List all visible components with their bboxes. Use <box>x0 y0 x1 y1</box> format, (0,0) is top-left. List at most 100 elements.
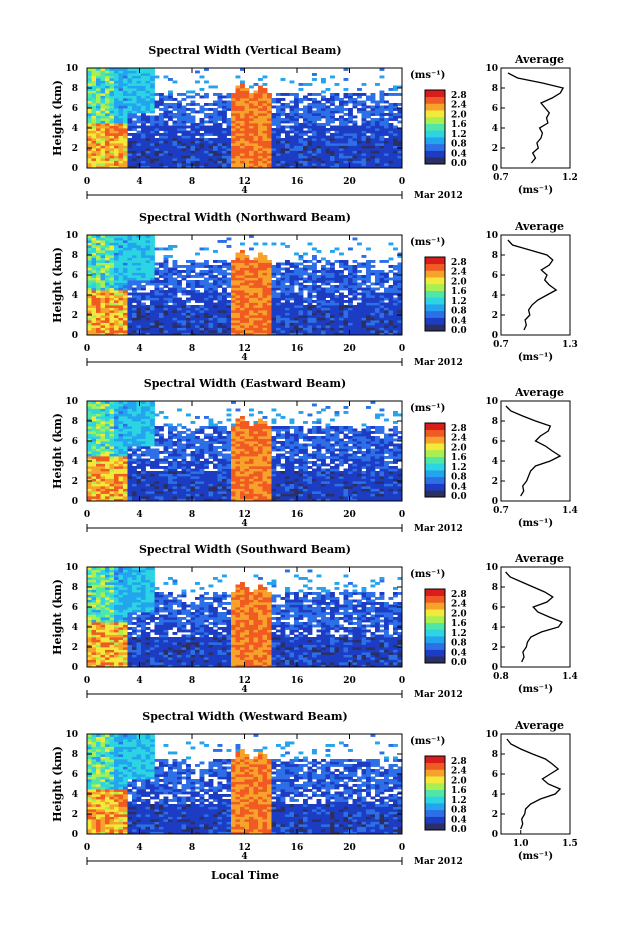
heatmap-cell <box>145 267 151 271</box>
heatmap-cell <box>96 68 101 71</box>
heatmap-cell <box>204 143 209 146</box>
heatmap-cell <box>177 305 182 308</box>
heatmap-cell <box>276 295 281 298</box>
heatmap-cell <box>87 287 92 291</box>
heatmap-cell <box>132 135 137 139</box>
heatmap-cell <box>235 275 241 278</box>
heatmap-cell <box>397 113 403 116</box>
heatmap-cell <box>249 310 254 313</box>
heatmap-cell <box>258 325 263 328</box>
heatmap-cell <box>357 315 362 318</box>
heatmap-cell <box>204 290 209 293</box>
heatmap-cell <box>87 451 92 454</box>
heatmap-cell <box>118 98 124 101</box>
heatmap-cell <box>280 150 286 154</box>
heatmap-cell <box>87 140 92 144</box>
heatmap-cell <box>267 275 272 278</box>
heatmap-cell <box>91 235 97 238</box>
heatmap-cell <box>249 327 254 331</box>
heatmap-cell <box>91 118 97 121</box>
heatmap-cell <box>109 317 115 321</box>
heatmap-cell <box>118 237 124 241</box>
heatmap-cell <box>235 148 241 151</box>
heatmap-cell <box>87 290 92 293</box>
heatmap-cell <box>280 290 286 293</box>
heatmap-cell <box>118 423 124 427</box>
heatmap-cell <box>177 272 182 276</box>
heatmap-cell <box>91 406 97 409</box>
heatmap-cell <box>109 98 115 101</box>
heatmap-cell <box>393 148 398 151</box>
heatmap-cell <box>123 98 128 101</box>
heatmap-cell <box>172 160 178 164</box>
heatmap-cell <box>100 93 106 96</box>
heatmap-cell <box>105 70 110 74</box>
heatmap-cell <box>195 128 200 131</box>
heatmap-cell <box>334 145 340 149</box>
heatmap-cell <box>159 138 164 141</box>
heatmap-cell <box>388 165 394 169</box>
heatmap-cell <box>141 431 146 434</box>
heatmap-cell <box>222 148 227 151</box>
heatmap-cell <box>226 150 232 154</box>
heatmap-cell <box>87 478 92 482</box>
colorbar-tick-label: 0.4 <box>451 149 467 159</box>
heatmap-cell <box>253 257 259 261</box>
heatmap-cell <box>190 327 196 331</box>
heatmap-cell <box>114 250 119 253</box>
heatmap-cell <box>330 270 335 273</box>
heatmap-cell <box>384 332 389 336</box>
heatmap-cell <box>303 83 308 86</box>
heatmap-cell <box>195 297 200 301</box>
heatmap-cell <box>150 332 155 336</box>
heatmap-cell <box>235 133 241 136</box>
heatmap-cell <box>109 471 115 474</box>
heatmap-cell <box>213 317 218 321</box>
heatmap-cell <box>321 287 326 291</box>
heatmap-cell <box>208 165 214 169</box>
heatmap-cell <box>150 280 155 283</box>
heatmap-cell <box>145 262 151 266</box>
heatmap-cell <box>343 158 349 161</box>
heatmap-cell <box>262 98 268 101</box>
heatmap-cell <box>321 267 326 271</box>
heatmap-cell <box>285 275 290 278</box>
heatmap-cell <box>141 83 146 86</box>
heatmap-cell <box>145 438 151 442</box>
heatmap-cell <box>393 310 398 313</box>
heatmap-cell <box>127 265 133 268</box>
heatmap-cell <box>181 322 187 326</box>
heatmap-cell <box>352 135 358 139</box>
heatmap-cell <box>334 140 340 144</box>
heatmap-cell <box>87 73 92 76</box>
heatmap-cell <box>235 290 241 293</box>
heatmap-cell <box>186 327 191 331</box>
heatmap-cell <box>303 312 308 316</box>
heatmap-cell <box>339 133 344 136</box>
heatmap-cell <box>123 438 128 442</box>
heatmap-cell <box>213 320 218 323</box>
heatmap-cell <box>163 330 169 333</box>
heatmap-cell <box>109 320 115 323</box>
heatmap-cell <box>87 240 92 243</box>
heatmap-cell <box>222 130 227 134</box>
heatmap-cell <box>177 125 182 129</box>
heatmap-cell <box>109 436 115 439</box>
heatmap-cell <box>294 118 299 121</box>
colorbar-tick-label: 2.4 <box>451 101 467 111</box>
heatmap-cell <box>118 413 124 417</box>
heatmap-cell <box>199 295 205 298</box>
heatmap-cell <box>145 483 151 487</box>
heatmap-cell <box>289 315 295 318</box>
heatmap-cell <box>105 478 110 482</box>
heatmap-cell <box>325 153 331 156</box>
heatmap-cell <box>352 280 358 283</box>
heatmap-cell <box>240 83 245 86</box>
heatmap-cell <box>303 113 308 116</box>
heatmap-cell <box>321 315 326 318</box>
heatmap-cell <box>159 133 164 136</box>
heatmap-cell <box>172 272 178 276</box>
heatmap-cell <box>240 103 245 106</box>
heatmap-cell <box>132 481 137 484</box>
heatmap-cell <box>127 133 133 136</box>
